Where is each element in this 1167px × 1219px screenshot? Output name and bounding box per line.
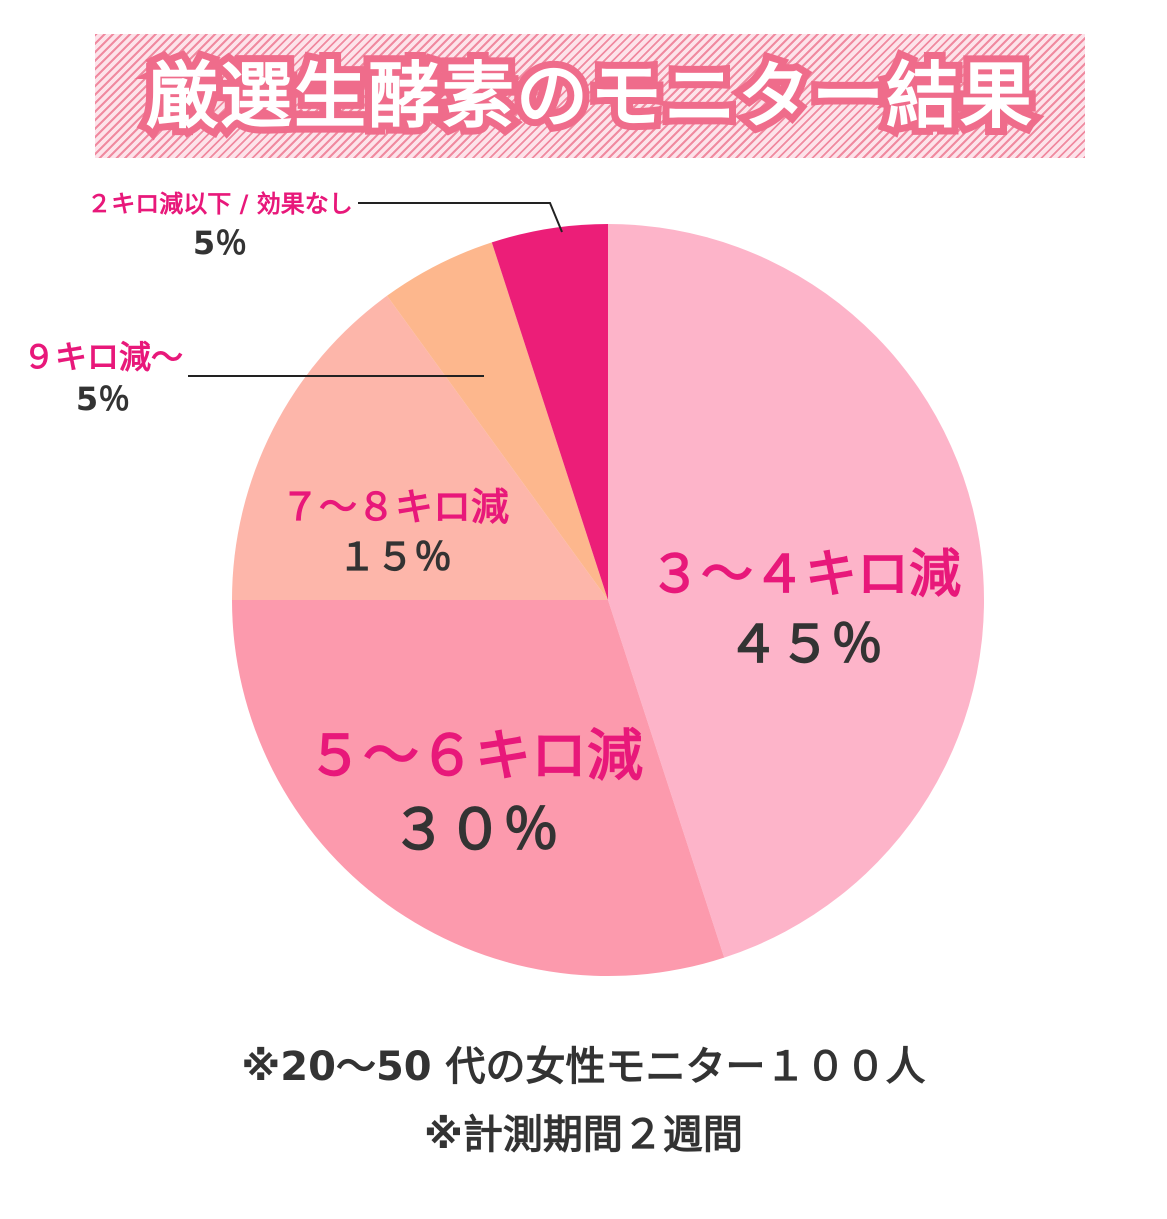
slice-label-category: ９キロ減～: [22, 338, 183, 376]
slice-label-category: ５～６キロ減: [307, 724, 643, 789]
slice-label-percent: 5％: [75, 380, 131, 418]
slice-label-9kg: ９キロ減～ 5％: [8, 336, 198, 420]
title-banner: 厳選生酵素のモニター結果: [95, 34, 1085, 158]
slice-label-percent: ４５％: [726, 615, 883, 675]
pie-slice-3: [232, 295, 608, 600]
pie-slice-1: [608, 223, 985, 958]
footnote-period: ※計測期間２週間: [424, 1112, 743, 1158]
slice-label-7-8kg: ７～８キロ減 １５％: [255, 482, 535, 582]
slice-label-3-4kg: ３～４キロ減 ４５％: [635, 540, 975, 680]
pie-slices: [232, 223, 985, 977]
slice-label-percent: 5％: [192, 224, 248, 262]
pie-slice-2: [232, 600, 725, 977]
slice-label-category: ３～４キロ減: [648, 545, 961, 605]
chart-title: 厳選生酵素のモニター結果: [139, 47, 1039, 145]
slice-label-category: ７～８キロ減: [280, 485, 509, 529]
footnote-monitors: ※20～50 代の女性モニター１００人: [241, 1044, 926, 1090]
slice-label-percent: ３０％: [391, 798, 559, 863]
slice-label-2kg-or-less: ２キロ減以下 / 効果なし 5％: [60, 188, 380, 266]
slice-label-5-6kg: ５～６キロ減 ３０％: [290, 720, 660, 868]
slice-label-percent: １５％: [337, 535, 452, 579]
slice-label-category: ２キロ減以下 / 効果なし: [87, 190, 353, 218]
pie-slice-5: [491, 224, 608, 600]
leader-line-slice5: [358, 202, 563, 233]
pie-slice-4: [386, 242, 608, 600]
